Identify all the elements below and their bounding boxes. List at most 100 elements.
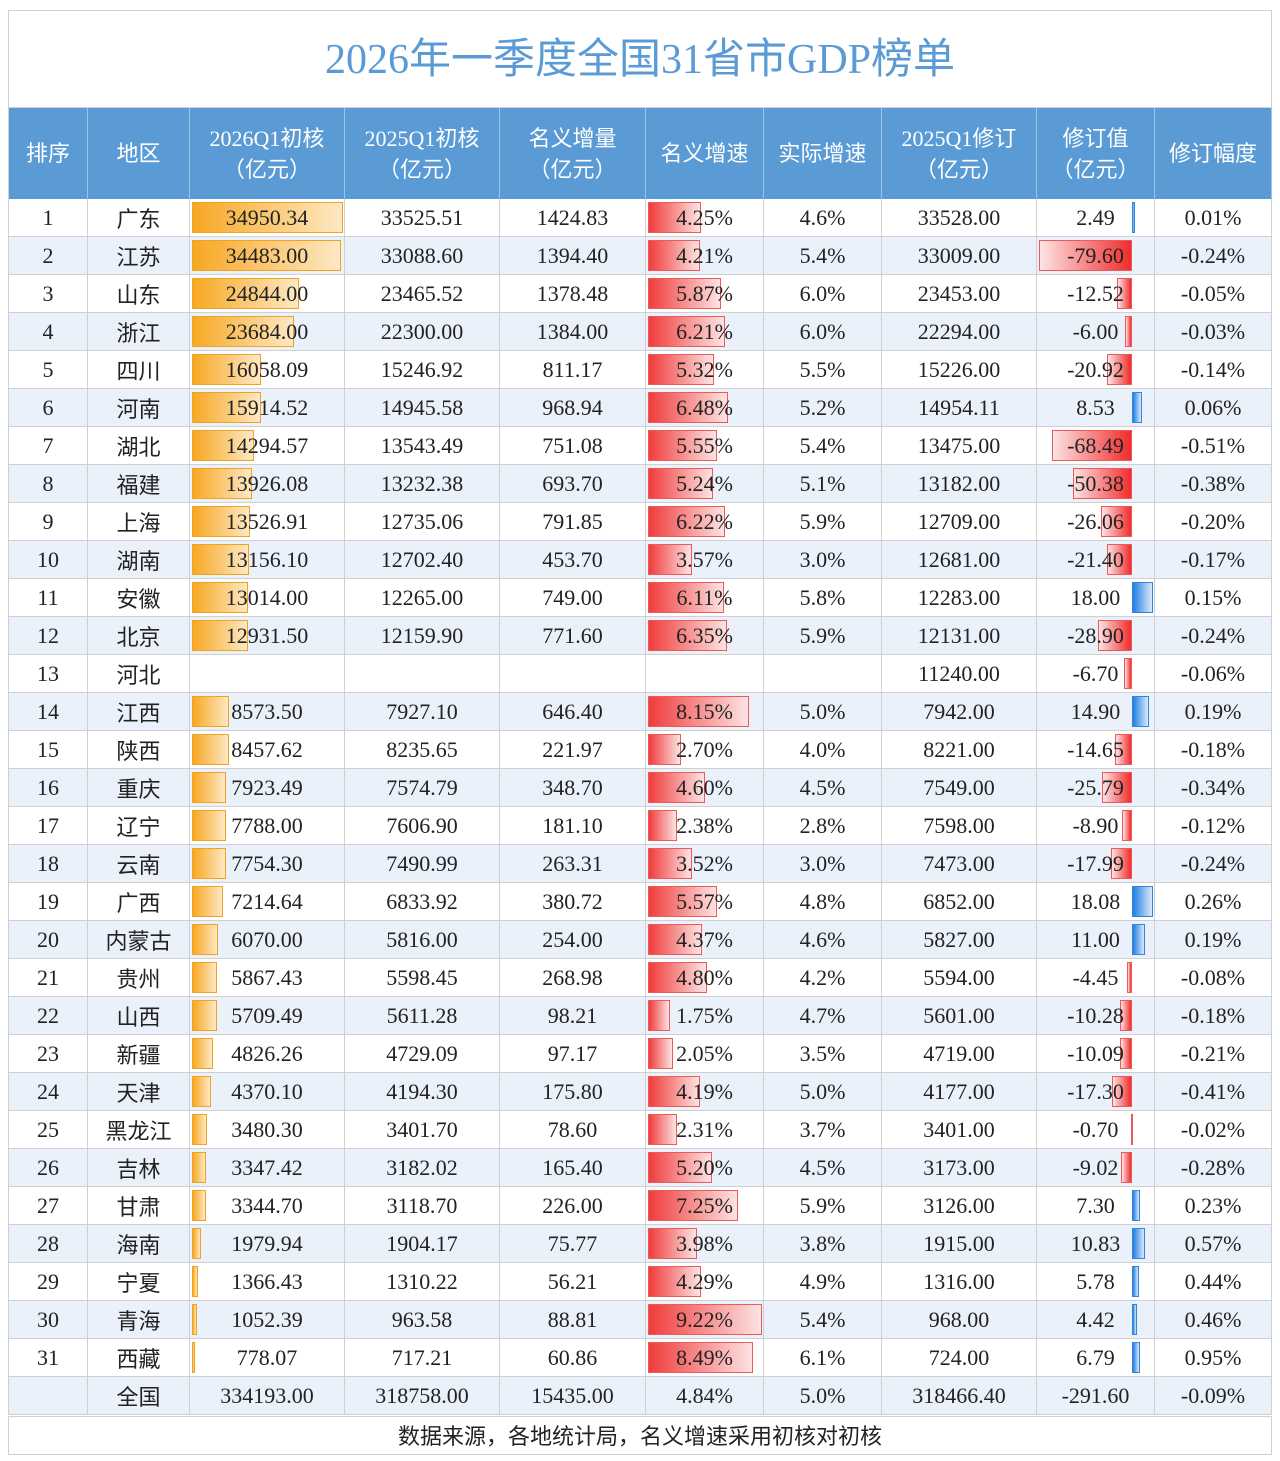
cell-text: 1316.00 [923,1268,995,1294]
cell-text: 9 [42,508,54,534]
cell-text: 15246.92 [380,356,464,382]
data-bar [1131,392,1142,423]
cell-text: 5.32% [676,356,733,382]
table-cell: 15246.92 [345,351,500,389]
table-cell: 0.44% [1155,1263,1272,1301]
table-cell: 5 [8,351,88,389]
table-cell: -0.06% [1155,655,1272,693]
cell-text: 4.7% [799,1002,846,1028]
header-cell: 2025Q1修订 （亿元） [882,108,1037,199]
table-cell: 11240.00 [882,655,1037,693]
header-cell: 修订值 （亿元） [1037,108,1155,199]
header-text: 2026Q1初核 [209,125,325,151]
cell-text: 11 [37,584,59,610]
cell-text: 348.70 [542,774,603,800]
header-text: （亿元） [377,156,466,182]
table-cell: 5827.00 [882,921,1037,959]
table-cell: 14945.58 [345,389,500,427]
cell-text: 13156.10 [225,546,309,572]
cell-text: 29 [37,1268,59,1294]
cell-text: 5.78 [1076,1268,1115,1294]
cell-text: 内蒙古 [105,928,172,954]
table-cell: 3.7% [764,1111,882,1149]
cell-text: -9.02 [1072,1154,1119,1180]
table-cell: -0.24% [1155,617,1272,655]
table-cell: 34950.34 [190,199,345,237]
cell-text: -0.05% [1180,280,1246,306]
data-bar [648,354,714,385]
cell-text: 辽宁 [116,814,161,840]
table-cell: 13543.49 [345,427,500,465]
cell-text: 河南 [116,396,161,422]
table-cell: 广西 [88,883,190,921]
table-cell: 811.17 [500,351,646,389]
cell-text: 14.90 [1070,698,1121,724]
cell-text: 18 [37,850,59,876]
table-cell: 34483.00 [190,237,345,275]
cell-text: 5598.45 [386,964,458,990]
table-cell [500,655,646,693]
data-bar [648,1190,738,1221]
cell-text: 8.53 [1076,394,1115,420]
data-bar [1131,1304,1138,1335]
table-cell: 24844.00 [190,275,345,313]
cell-text: 0.26% [1184,888,1242,914]
cell-text [764,655,881,692]
cell-text: 5.4% [799,432,846,458]
table-cell: -14.65 [1037,731,1155,769]
data-bar [648,810,678,841]
cell-text: 8.49% [676,1344,733,1370]
cell-text: 26 [37,1154,59,1180]
table-cell: 28 [8,1225,88,1263]
cell-text: -0.03% [1180,318,1246,344]
table-cell: 6833.92 [345,883,500,921]
cell-text: 749.00 [542,584,603,610]
table-cell: -0.38% [1155,465,1272,503]
cell-text: 165.40 [542,1154,603,1180]
table-cell: 4.7% [764,997,882,1035]
cell-text: 78.60 [547,1116,598,1142]
cell-text: 318758.00 [375,1382,469,1408]
cell-text [646,655,763,692]
cell-text: 3126.00 [923,1192,995,1218]
data-bar [1051,430,1132,461]
table-cell: 7549.00 [882,769,1037,807]
data-bar [648,240,701,271]
table-cell: 17 [8,807,88,845]
header-text: 2025Q1初核 [364,125,480,151]
cell-text: 3 [42,280,54,306]
cell-text: 33088.60 [380,242,464,268]
table-cell: 4.60% [646,769,764,807]
table-cell: 7598.00 [882,807,1037,845]
table-cell: 175.80 [500,1073,646,1111]
table-cell: 6.11% [646,579,764,617]
table-cell: 1904.17 [345,1225,500,1263]
cell-text: 175.80 [542,1078,603,1104]
table-cell: 4.19% [646,1073,764,1111]
table-cell: 7606.90 [345,807,500,845]
cell-text: 4.6% [799,926,846,952]
cell-text: 10.83 [1070,1230,1121,1256]
table-cell: 23684.00 [190,313,345,351]
cell-text: 6833.92 [386,888,458,914]
data-bar [192,544,249,575]
table-cell: 18.08 [1037,883,1155,921]
cell-text: 7.25% [676,1192,733,1218]
cell-text: 吉林 [116,1156,161,1182]
table-cell: 广东 [88,199,190,237]
cell-text: 6070.00 [231,926,303,952]
table-cell: -0.18% [1155,731,1272,769]
cell-text: 5.9% [799,508,846,534]
table-cell: -0.51% [1155,427,1272,465]
header-text: （亿元） [1051,156,1140,182]
table-cell: 江苏 [88,237,190,275]
table-cell: -0.02% [1155,1111,1272,1149]
cell-text: 23684.00 [225,318,309,344]
table-cell: 318758.00 [345,1377,500,1415]
cell-text: 北京 [116,624,161,650]
cell-text: -0.12% [1180,812,1246,838]
table-cell: 12159.90 [345,617,500,655]
data-bar [192,354,262,385]
cell-text: 12159.90 [380,622,464,648]
table-cell: -291.60 [1037,1377,1155,1415]
